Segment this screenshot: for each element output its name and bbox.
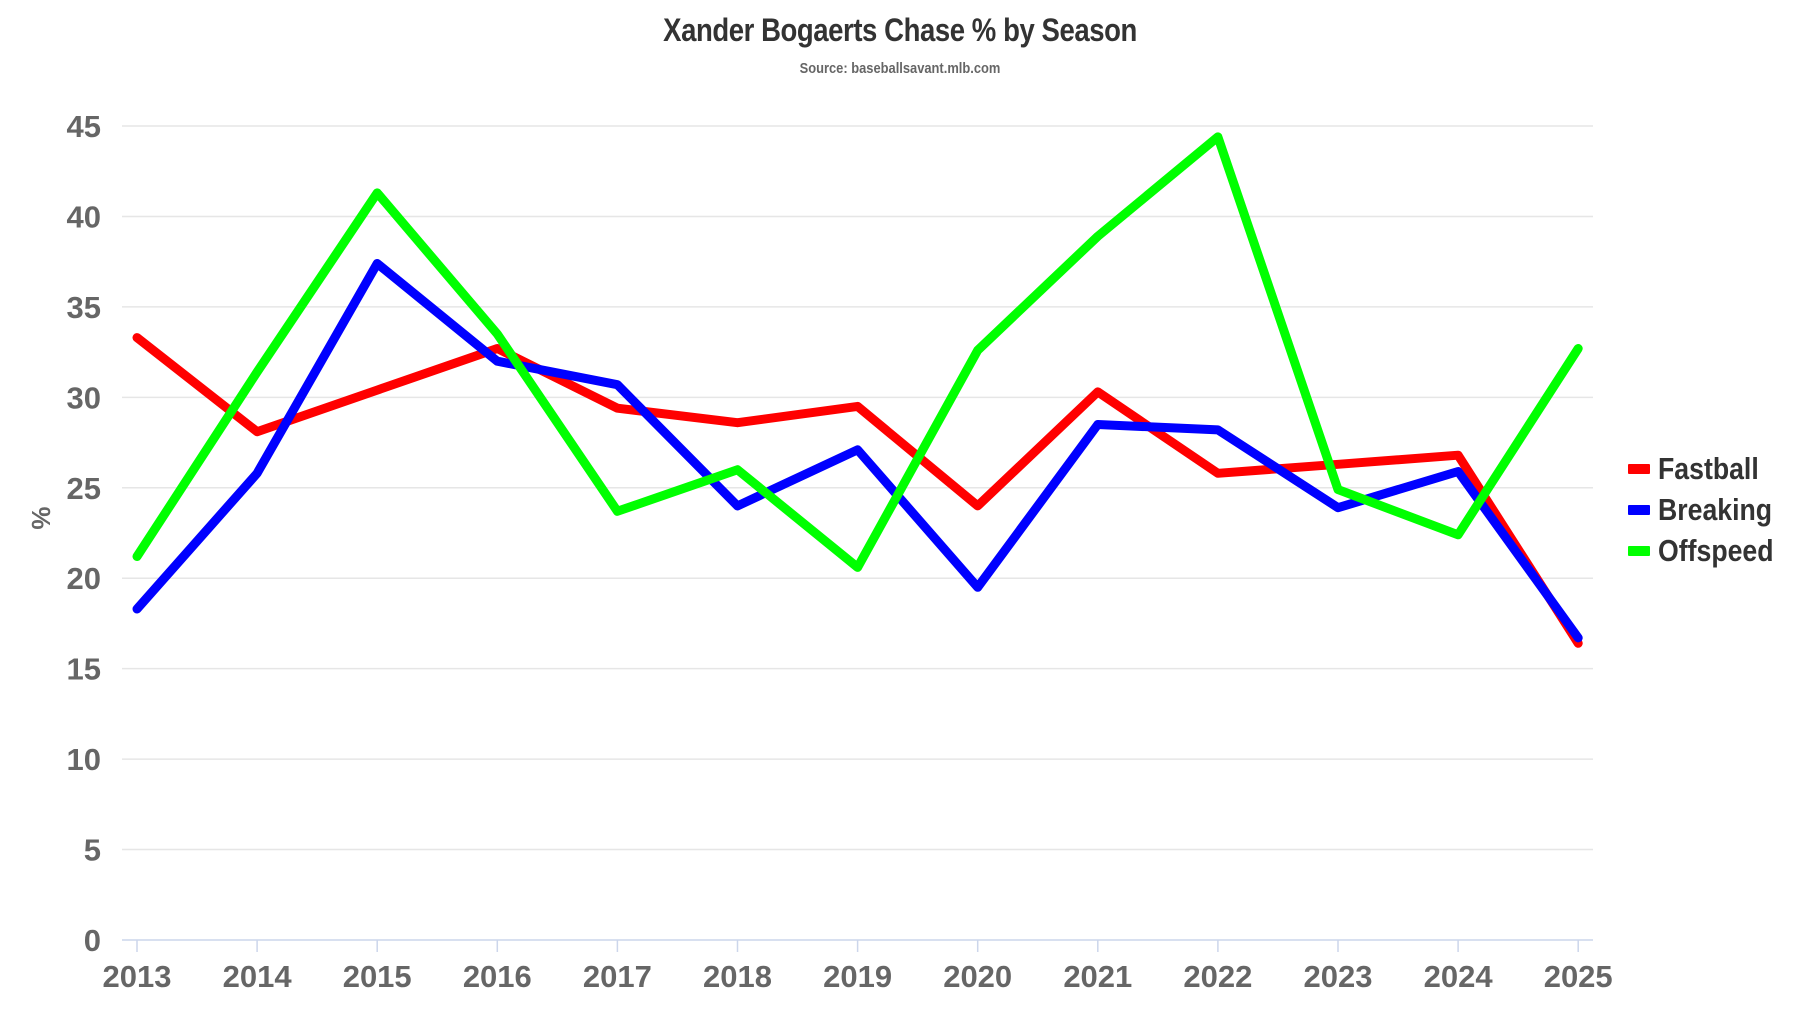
x-tick-label: 2018 [703,959,772,994]
x-axis: 2013 2014 2015 2016 2017 2018 2019 2020 2021 2022… [103,939,1613,994]
x-tick-label: 2020 [943,959,1012,994]
x-tick-label: 2016 [463,959,532,994]
data-series [132,132,1583,648]
legend-label: Offspeed [1658,532,1774,568]
y-tick-label: 10 [67,742,101,777]
x-tick-label: 2024 [1424,959,1494,994]
fastball-swatch-icon [1628,463,1650,474]
offspeed-swatch-icon [1628,545,1650,556]
series-line-offspeed[interactable] [132,132,1583,572]
y-tick-label: 5 [84,833,101,868]
y-tick-label: 25 [67,471,101,506]
x-tick-label: 2021 [1063,959,1132,994]
breaking-swatch-icon [1628,504,1650,515]
y-tick-label: 0 [84,923,101,958]
chart-title: Xander Bogaerts Chase % by Season [663,12,1137,48]
legend-item-offspeed[interactable]: Offspeed [1628,530,1792,571]
series-line-breaking[interactable] [132,259,1583,643]
y-axis-label: % [26,506,56,529]
x-tick-label: 2022 [1183,959,1252,994]
legend-label: Breaking [1658,491,1773,527]
legend-item-fastball[interactable]: Fastball [1628,448,1792,489]
legend-item-breaking[interactable]: Breaking [1628,489,1792,530]
x-tick-label: 2019 [823,959,892,994]
y-tick-label: 15 [67,652,101,687]
y-axis-ticks: 0 5 10 15 20 25 30 35 40 45 [67,109,101,958]
y-tick-label: 20 [67,561,101,596]
series-line-fastball[interactable] [132,333,1583,648]
legend: Fastball Breaking Offspeed [1628,448,1792,571]
x-tick-label: 2015 [343,959,412,994]
y-tick-label: 35 [67,290,101,325]
legend-label: Fastball [1658,450,1759,486]
y-tick-label: 45 [67,109,101,144]
x-tick-label: 2013 [103,959,172,994]
y-tick-label: 30 [67,380,101,415]
x-tick-label: 2014 [223,959,293,994]
x-tick-label: 2025 [1544,959,1613,994]
gridlines [122,125,1593,851]
chart-subtitle: Source: baseballsavant.mlb.com [799,60,1001,77]
y-tick-label: 40 [67,199,101,234]
x-tick-label: 2023 [1304,959,1373,994]
x-tick-label: 2017 [583,959,652,994]
